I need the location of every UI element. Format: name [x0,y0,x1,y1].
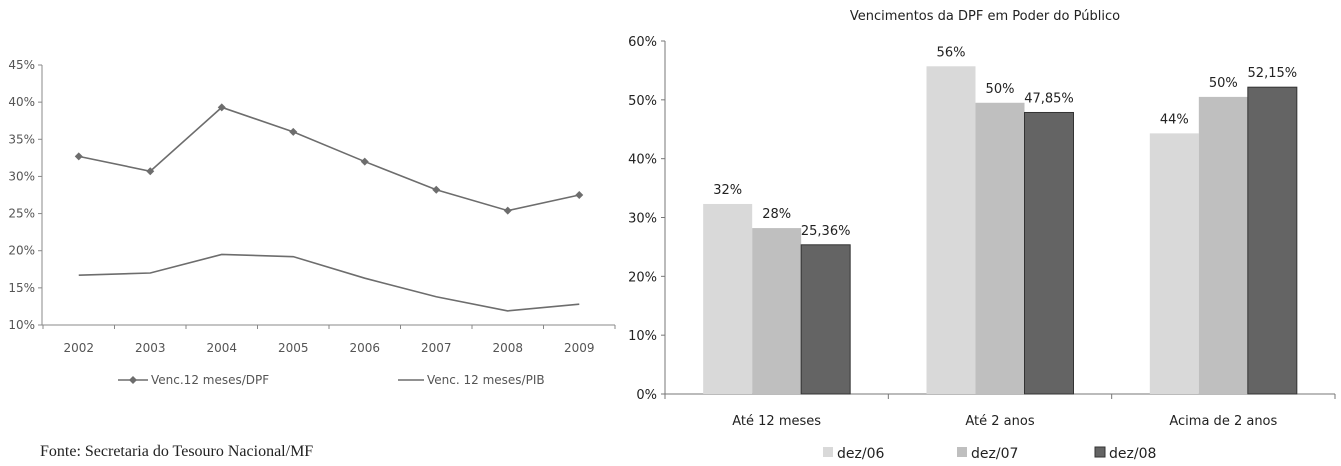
bar-data-label: 44% [1160,112,1189,127]
data-point [575,191,584,199]
y-tick-label: 10% [628,329,657,344]
legend-label: dez/07 [971,446,1018,462]
x-tick-label: 2002 [63,341,94,355]
series-line-1 [78,106,580,212]
series-line-2 [78,253,580,312]
x-tick-label: Acima de 2 anos [1169,414,1277,429]
y-tick-label: 30% [8,169,35,183]
x-tick-label: 2007 [421,341,452,355]
x-tick-label: 2006 [349,341,380,355]
y-tick-label: 20% [628,270,657,285]
data-point [74,152,83,161]
legend-swatch [957,447,967,457]
y-tick-label: 50% [628,94,657,109]
bar [1198,96,1248,395]
bar [1149,133,1199,394]
legend-swatch [1094,446,1106,458]
y-tick-label: 10% [8,318,35,332]
y-tick-label: 45% [8,58,35,72]
x-tick-label: 2008 [492,341,523,355]
bar-chart: Vencimentos da DPF em Poder do Público 0%… [628,9,1336,462]
y-tick-label: 35% [8,132,35,146]
data-point [217,103,226,112]
bar-data-label: 25,36% [801,224,851,239]
x-tick-label: 2003 [135,341,166,355]
bar-data-label: 28% [762,207,791,222]
y-tick-label: 60% [628,35,657,50]
data-point [146,167,155,176]
bar-data-label: 47,85% [1024,91,1074,106]
y-tick-label: 0% [636,388,657,403]
bar-data-label: 50% [986,82,1015,97]
x-tick-label: Até 2 anos [965,414,1034,429]
y-tick-label: 40% [8,95,35,109]
bar-data-label: 32% [713,183,742,198]
x-tick-label: 2009 [564,341,595,355]
legend-label: dez/08 [1109,446,1156,462]
data-point [503,206,512,215]
legend-swatch-marker [129,376,137,384]
x-tick-label: 2005 [278,341,309,355]
data-point [360,157,369,166]
bar [800,244,851,395]
y-tick-label: 30% [628,212,657,227]
legend-swatch [823,447,833,457]
legend-label: dez/06 [837,446,884,462]
legend-label: Venc.12 meses/DPF [151,373,269,387]
bar-data-label: 52,15% [1248,66,1298,81]
y-tick-label: 25% [8,207,35,221]
bar [1024,111,1074,395]
x-tick-label: Até 12 meses [732,414,821,429]
bar [703,203,753,394]
bar [926,66,976,394]
line-chart: 10% 15% 20% 25% 30% 35% 40% 45% 2002 2003 2004 2005… [8,58,616,387]
chart-title: Vencimentos da DPF em Poder do Público [850,9,1120,24]
y-tick-label: 40% [628,153,657,168]
bar [975,102,1025,395]
y-tick-label: 20% [8,244,35,258]
source-note: Fonte: Secretaria do Tesouro Nacional/MF [40,443,313,460]
data-point [432,185,441,194]
bar-data-label: 50% [1209,76,1238,91]
y-tick-label: 15% [8,281,35,295]
x-tick-label: 2004 [206,341,237,355]
legend-label: Venc. 12 meses/PIB [427,373,545,387]
bar-data-label: 56% [937,45,966,60]
bar [1247,86,1298,395]
bar [752,228,802,394]
data-point [289,127,298,136]
